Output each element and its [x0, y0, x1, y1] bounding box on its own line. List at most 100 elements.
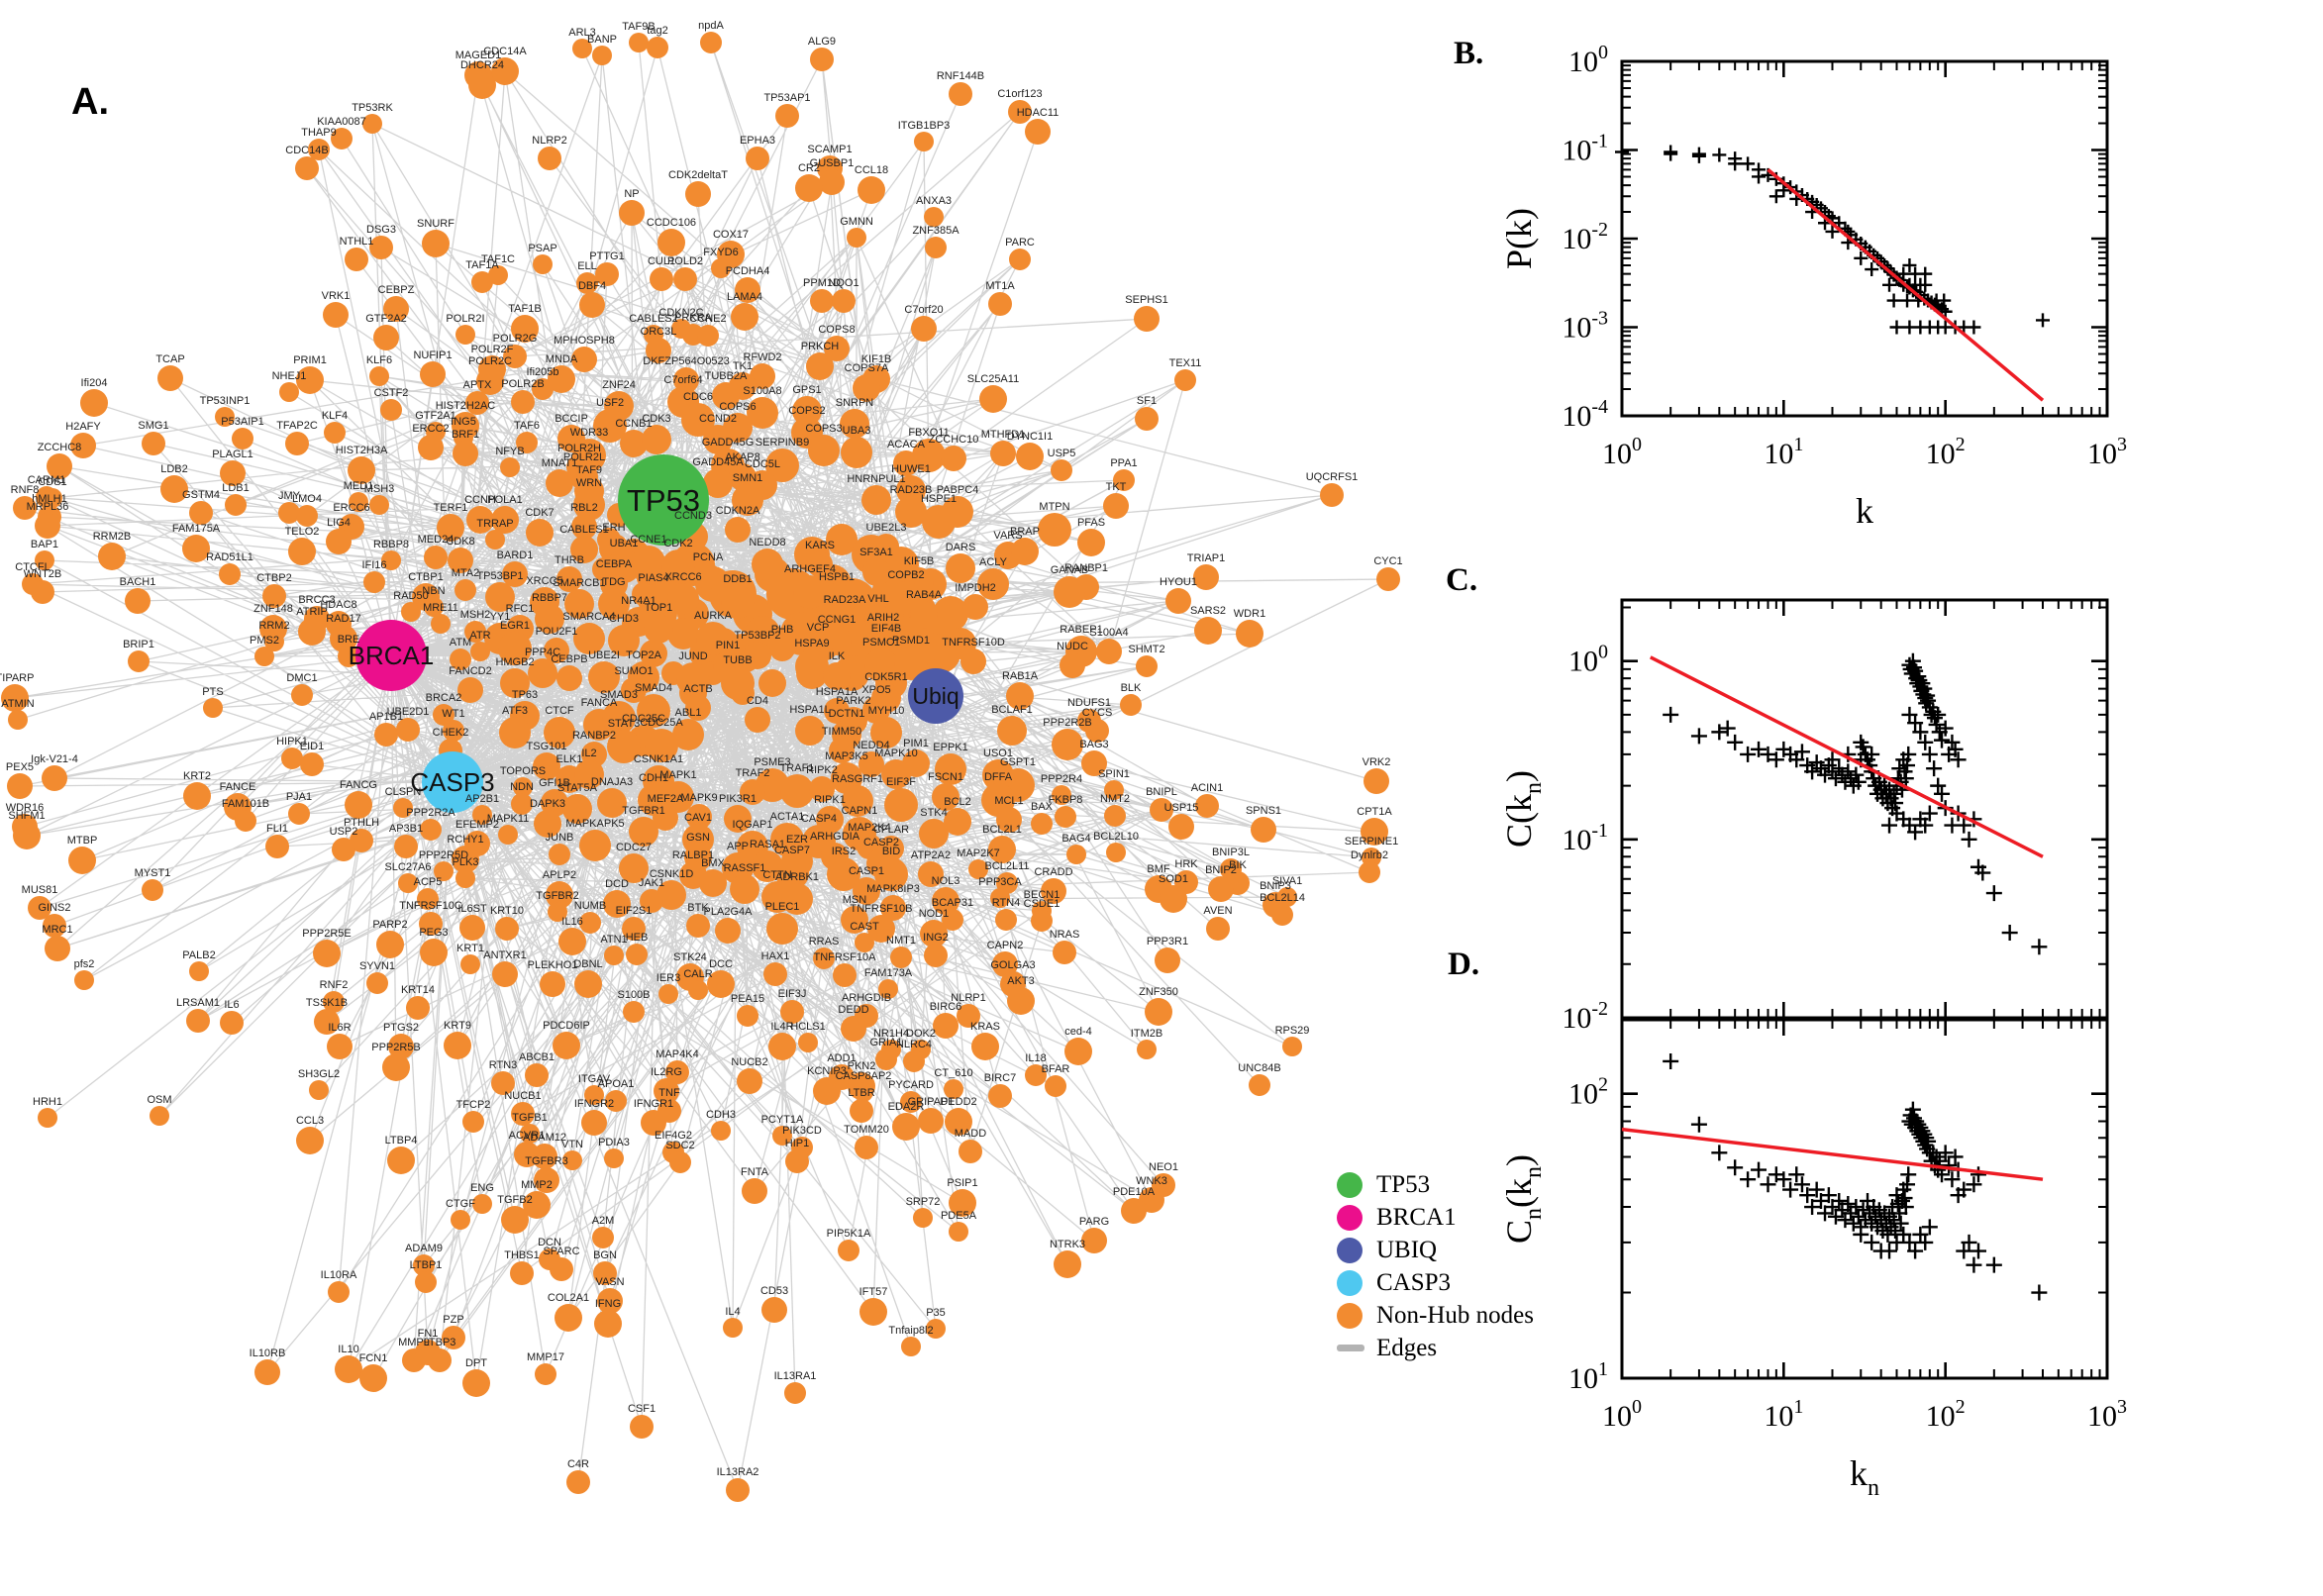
network-node-label: HIP1 — [785, 1138, 809, 1149]
network-node — [468, 71, 496, 99]
network-node — [737, 1005, 758, 1027]
network-node-label: RASSF1 — [724, 862, 766, 874]
network-node — [142, 432, 165, 455]
network-node — [464, 621, 486, 643]
network-node-label: ITGB1BP3 — [898, 120, 951, 132]
network-node — [597, 1288, 623, 1314]
network-node-label: GMNN — [840, 216, 873, 228]
network-node — [744, 642, 771, 669]
network-node-label: RBBP7 — [532, 592, 567, 604]
network-node-label: PLEC1 — [765, 901, 800, 913]
network-node-label: UBA3 — [843, 425, 871, 437]
network-node — [740, 779, 765, 805]
network-node — [824, 336, 850, 361]
network-node — [737, 1068, 762, 1094]
network-node — [638, 584, 669, 616]
network-node-label: TOPORS — [500, 765, 546, 777]
network-node — [579, 830, 611, 861]
network-node-label: CTCF — [545, 705, 574, 717]
network-node — [946, 553, 975, 583]
network-node — [949, 1222, 968, 1242]
network-node — [374, 723, 398, 747]
network-node — [894, 647, 928, 680]
network-node-label: SUMO1 — [614, 665, 653, 677]
network-node — [862, 558, 890, 586]
network-node — [1064, 1038, 1092, 1065]
network-node-label: BRF1 — [452, 429, 479, 441]
network-node-label: EFEMP2 — [455, 819, 499, 831]
network-node-label: H2AFY — [65, 421, 101, 433]
network-node — [285, 432, 309, 455]
network-node-label: PPP2R5B — [371, 1042, 421, 1053]
network-node-label: DSG3 — [366, 224, 396, 236]
network-node-label: NEO1 — [1149, 1161, 1178, 1173]
network-node-label: STK24 — [673, 951, 707, 963]
network-node-label: FN1 — [418, 1328, 439, 1340]
network-node-label: JUNB — [546, 832, 574, 844]
axis-tick-label: 103 — [2087, 434, 2127, 470]
network-node — [924, 944, 948, 967]
network-node-label: HSPA1A — [816, 686, 858, 698]
network-node — [68, 847, 96, 874]
network-node — [383, 296, 409, 322]
network-node — [665, 1060, 689, 1084]
network-node — [300, 752, 324, 776]
network-node-label: TRAF1 — [780, 762, 815, 774]
network-node — [1320, 483, 1344, 507]
network-node — [548, 902, 567, 922]
network-node — [1054, 576, 1085, 608]
network-node-label: TOP1 — [645, 602, 673, 614]
network-node-label: PHB — [771, 624, 794, 636]
axis-tick-label: 103 — [2087, 1396, 2127, 1433]
network-node-label: GFI1B — [539, 777, 570, 789]
network-node — [1054, 1250, 1081, 1278]
network-node-label: MRC1 — [42, 924, 72, 936]
network-node — [626, 944, 648, 965]
network-node-label: IL10RB — [250, 1347, 286, 1359]
network-node — [592, 46, 612, 65]
network-node-label: CDKN2C — [658, 307, 703, 319]
network-node-label: Igk-V21-4 — [31, 753, 78, 765]
network-node-label: PPM1D — [803, 277, 841, 289]
network-node — [534, 810, 561, 838]
network-node-label: CD4 — [747, 695, 768, 707]
network-node — [685, 181, 711, 207]
network-node — [546, 881, 573, 909]
network-node-label: IL16 — [561, 916, 582, 928]
network-node — [1051, 459, 1072, 481]
network-node — [1055, 806, 1076, 828]
network-node — [1174, 369, 1196, 391]
network-node — [910, 601, 938, 629]
network-node — [997, 716, 1027, 746]
network-node — [538, 147, 561, 170]
network-node-label: POLR2H — [557, 443, 601, 454]
network-node-label: THBS1 — [504, 1249, 539, 1261]
network-node-label: BACH1 — [120, 576, 156, 588]
network-node-label: JUND — [678, 650, 707, 662]
network-node-label: FANCE — [220, 781, 256, 793]
network-node-label: FANCA — [581, 697, 618, 709]
network-node — [715, 918, 741, 944]
network-node — [488, 265, 508, 285]
network-node — [1104, 805, 1126, 827]
network-node-label: ORC3L — [641, 326, 677, 338]
network-node-label: RANBP2 — [572, 730, 616, 742]
network-node-label: NDUFS1 — [1067, 697, 1111, 709]
network-node-label: CFLAR — [873, 824, 909, 836]
network-node — [420, 361, 446, 387]
network-node-label: SHFM1 — [8, 810, 45, 822]
network-node — [472, 1194, 492, 1214]
network-node — [220, 1011, 244, 1035]
network-node — [546, 469, 573, 497]
network-node — [656, 880, 686, 910]
network-node — [918, 1108, 944, 1134]
network-node-label: ZCCHC10 — [929, 434, 979, 446]
network-node — [841, 906, 868, 934]
network-node — [491, 506, 519, 534]
network-node — [941, 446, 966, 471]
network-node-label: HDAC11 — [1017, 107, 1060, 119]
network-node-label: MAPKAPK5 — [565, 818, 624, 830]
network-node-label: GADD45G — [702, 437, 755, 449]
network-node-label: MMP2 — [521, 1179, 553, 1191]
network-node — [396, 718, 420, 742]
